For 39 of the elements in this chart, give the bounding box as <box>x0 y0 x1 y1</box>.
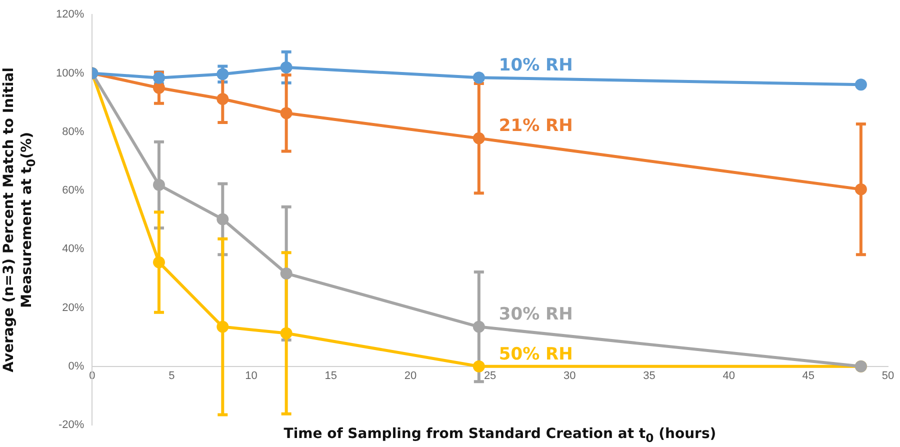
series-label: 10% RH <box>498 56 573 76</box>
point <box>854 78 867 91</box>
x-tick-label: 30 <box>564 370 576 382</box>
series-label: 30% RH <box>498 304 573 325</box>
x-axis-title: Time of Sampling from Standard Creation at t$_{0}$ (hours) <box>282 426 718 445</box>
x-tick-label: 5 <box>168 370 175 382</box>
y-tick-label: 80% <box>62 126 84 138</box>
x-tick-label: 25 <box>484 370 496 382</box>
point <box>216 93 229 106</box>
y-tick-label: 60% <box>62 184 84 197</box>
point <box>152 178 165 191</box>
series-label: 21% RH <box>498 116 573 136</box>
x-tick-label: 20 <box>404 370 417 382</box>
y-tick-label: 20% <box>62 302 84 314</box>
point <box>472 320 485 333</box>
x-tick-label: 45 <box>802 370 815 382</box>
series-label: 50% RH <box>498 344 573 364</box>
point <box>216 213 229 226</box>
point <box>280 327 292 340</box>
point <box>280 61 292 74</box>
y-tick-label: 120% <box>56 8 84 21</box>
y-tick-label: -20% <box>58 419 84 432</box>
y-tick-label: 40% <box>62 243 84 256</box>
x-tick-label: 35 <box>643 370 656 382</box>
point <box>472 360 485 372</box>
point <box>280 107 292 120</box>
point <box>216 320 229 333</box>
x-tick-label: 50 <box>882 370 894 382</box>
point <box>280 267 292 280</box>
x-tick-label: 40 <box>722 370 735 382</box>
point <box>152 82 165 94</box>
y-tick-label: 100% <box>56 67 84 80</box>
point <box>152 256 165 268</box>
point <box>472 132 485 144</box>
y-tick-label: 0% <box>68 360 84 372</box>
point <box>854 183 867 196</box>
x-tick-label: 15 <box>324 370 338 382</box>
x-tick-label: 10 <box>245 370 258 382</box>
point <box>472 72 485 84</box>
